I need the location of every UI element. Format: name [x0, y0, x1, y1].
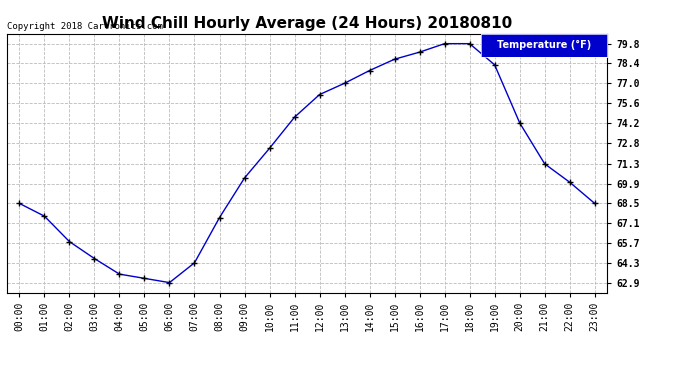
Title: Wind Chill Hourly Average (24 Hours) 20180810: Wind Chill Hourly Average (24 Hours) 201… [102, 16, 512, 31]
Text: Copyright 2018 Cartronics.com: Copyright 2018 Cartronics.com [7, 22, 163, 31]
